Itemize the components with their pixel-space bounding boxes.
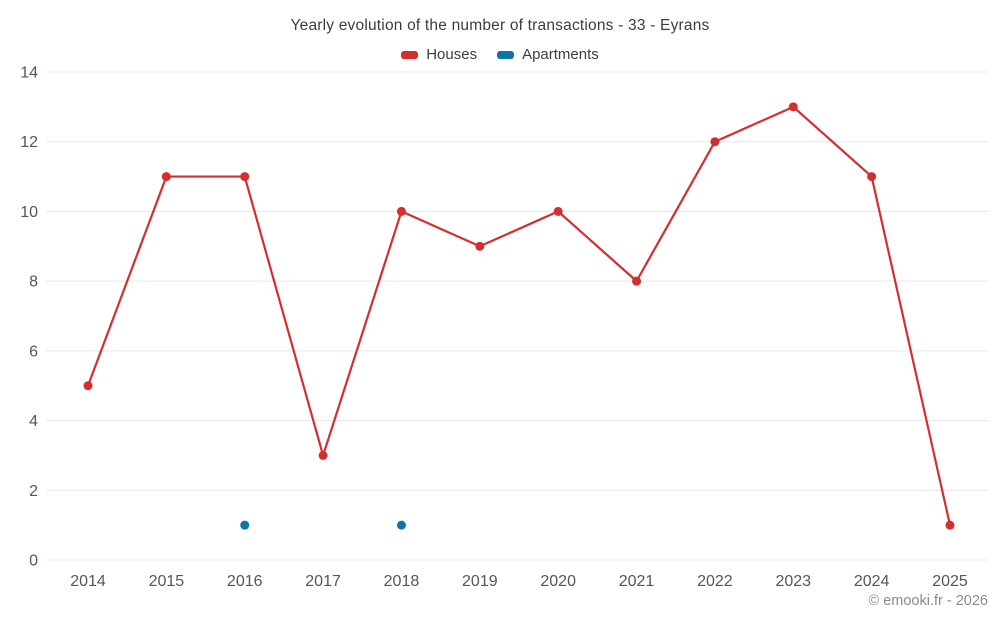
legend-item-houses[interactable]: Houses bbox=[401, 46, 477, 63]
x-tick-label: 2014 bbox=[70, 573, 106, 590]
x-tick-label: 2018 bbox=[384, 573, 420, 590]
data-point-houses[interactable] bbox=[83, 381, 93, 391]
x-tick-label: 2022 bbox=[697, 573, 733, 590]
data-point-apartments[interactable] bbox=[396, 520, 406, 530]
y-tick-label: 12 bbox=[20, 134, 38, 151]
data-point-houses[interactable] bbox=[396, 206, 406, 216]
x-tick-label: 2021 bbox=[619, 573, 655, 590]
x-tick-label: 2025 bbox=[932, 573, 968, 590]
data-point-houses[interactable] bbox=[945, 520, 955, 530]
data-point-houses[interactable] bbox=[867, 172, 877, 182]
x-tick-label: 2024 bbox=[854, 573, 890, 590]
y-tick-label: 2 bbox=[29, 483, 38, 500]
data-point-houses[interactable] bbox=[788, 102, 798, 112]
apartments-legend-swatch-icon bbox=[497, 50, 515, 59]
data-point-houses[interactable] bbox=[632, 276, 642, 286]
y-tick-label: 10 bbox=[20, 204, 38, 221]
houses-legend-swatch-icon bbox=[401, 50, 419, 59]
y-tick-label: 6 bbox=[29, 343, 38, 360]
data-point-houses[interactable] bbox=[240, 172, 250, 182]
y-tick-label: 4 bbox=[29, 413, 38, 430]
x-tick-label: 2016 bbox=[227, 573, 263, 590]
y-tick-label: 14 bbox=[20, 65, 38, 82]
copyright-note: © emooki.fr - 2026 bbox=[868, 593, 988, 609]
y-tick-label: 8 bbox=[29, 274, 38, 291]
legend: Houses Apartments bbox=[0, 46, 1000, 63]
houses-legend-label: Houses bbox=[426, 46, 478, 63]
apartments-legend-label: Apartments bbox=[522, 46, 599, 63]
series-line-houses bbox=[86, 105, 952, 527]
legend-item-apartments[interactable]: Apartments bbox=[497, 46, 599, 63]
data-point-houses[interactable] bbox=[710, 137, 720, 147]
data-point-houses[interactable] bbox=[318, 450, 328, 460]
x-tick-label: 2020 bbox=[540, 573, 576, 590]
data-point-houses[interactable] bbox=[475, 241, 485, 251]
x-tick-label: 2017 bbox=[305, 573, 341, 590]
x-tick-label: 2019 bbox=[462, 573, 498, 590]
x-tick-label: 2015 bbox=[149, 573, 185, 590]
data-point-apartments[interactable] bbox=[240, 520, 250, 530]
x-tick-label: 2023 bbox=[775, 573, 811, 590]
chart-title: Yearly evolution of the number of transa… bbox=[290, 17, 710, 34]
data-point-houses[interactable] bbox=[161, 172, 171, 182]
y-tick-label: 0 bbox=[29, 553, 38, 570]
data-point-houses[interactable] bbox=[553, 206, 563, 216]
